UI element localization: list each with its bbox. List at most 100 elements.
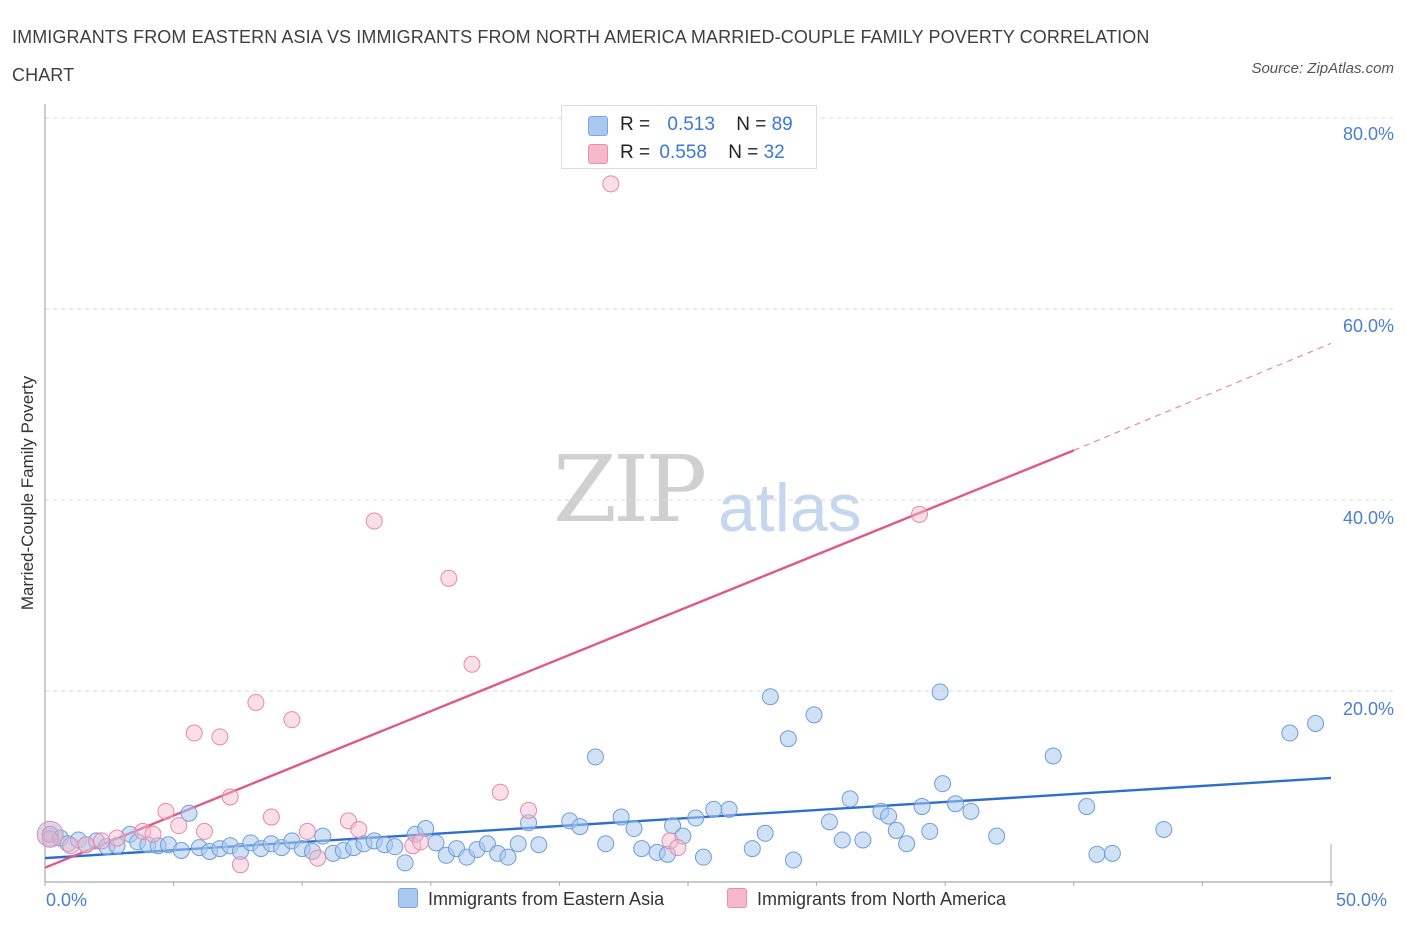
point-eastern-asia xyxy=(396,854,414,872)
watermark-zip: ZIP xyxy=(553,436,707,543)
point-eastern-asia xyxy=(633,840,651,858)
point-eastern-asia xyxy=(597,835,615,853)
point-north-america xyxy=(211,728,229,746)
chart-title: IMMIGRANTS FROM EASTERN ASIA VS IMMIGRAN… xyxy=(12,27,1150,85)
axes xyxy=(44,104,1333,886)
point-north-america xyxy=(231,856,249,874)
point-north-america xyxy=(440,569,458,587)
legend-n-label: N = xyxy=(736,114,767,135)
y-tick-40: 40.0% xyxy=(1342,508,1394,528)
point-eastern-asia xyxy=(988,827,1006,845)
point-eastern-asia xyxy=(880,807,898,825)
legend-n-value-eastern-asia: 89 xyxy=(771,114,793,135)
point-eastern-asia xyxy=(417,820,435,838)
point-eastern-asia xyxy=(172,841,190,859)
y-tick-20: 20.0% xyxy=(1342,699,1394,719)
point-eastern-asia xyxy=(586,748,604,766)
legend-swatch-north-america xyxy=(588,144,608,164)
x-tick-50: 50.0% xyxy=(1336,890,1388,910)
bottom-legend-swatch-north-america xyxy=(727,888,747,908)
point-eastern-asia xyxy=(841,790,859,808)
point-eastern-asia xyxy=(962,802,980,820)
point-eastern-asia xyxy=(386,838,404,856)
point-eastern-asia xyxy=(1155,820,1173,838)
point-north-america xyxy=(350,820,368,838)
point-eastern-asia xyxy=(934,775,952,793)
point-north-america xyxy=(283,711,301,729)
legend-n-value-north-america: 32 xyxy=(763,142,785,163)
point-north-america xyxy=(195,822,213,840)
point-eastern-asia xyxy=(687,809,705,827)
stats-legend: R = 0.513 N = 89 R = 0.558 N = 32 xyxy=(561,105,817,169)
point-eastern-asia xyxy=(833,831,851,849)
point-eastern-asia xyxy=(743,840,761,858)
point-eastern-asia xyxy=(705,800,723,818)
watermark-atlas: atlas xyxy=(718,470,862,546)
point-eastern-asia xyxy=(1078,798,1096,816)
point-north-america xyxy=(144,825,162,843)
point-north-america xyxy=(108,829,126,847)
point-eastern-asia xyxy=(520,814,538,832)
point-eastern-asia xyxy=(625,820,643,838)
point-north-america xyxy=(134,822,152,840)
point-eastern-asia xyxy=(314,827,332,845)
point-eastern-asia xyxy=(1281,724,1299,742)
point-eastern-asia xyxy=(946,795,964,813)
point-eastern-asia xyxy=(805,706,823,724)
point-north-america xyxy=(910,505,928,523)
point-north-america xyxy=(62,837,80,855)
point-north-america xyxy=(463,655,481,673)
point-eastern-asia xyxy=(1307,714,1325,732)
y-tick-80: 80.0% xyxy=(1342,124,1394,144)
point-north-america xyxy=(262,808,280,826)
point-north-america xyxy=(491,783,509,801)
point-eastern-asia xyxy=(427,834,445,852)
point-north-america xyxy=(365,512,383,530)
point-eastern-asia xyxy=(761,688,779,706)
point-north-america xyxy=(247,693,265,711)
point-north-america xyxy=(77,836,95,854)
point-eastern-asia xyxy=(779,730,797,748)
point-eastern-asia xyxy=(887,821,905,839)
point-eastern-asia xyxy=(784,851,802,869)
source-label: Source: ZipAtlas.com xyxy=(1251,60,1394,77)
point-north-america xyxy=(309,849,327,867)
point-eastern-asia xyxy=(694,848,712,866)
legend-r-label: R = xyxy=(620,142,651,163)
legend-r-value-north-america: 0.558 xyxy=(659,142,707,163)
legend-r-label: R = xyxy=(620,114,651,135)
data-points xyxy=(36,175,1325,874)
point-eastern-asia xyxy=(854,831,872,849)
point-eastern-asia xyxy=(180,804,198,822)
bottom-legend-label-eastern-asia: Immigrants from Eastern Asia xyxy=(428,889,665,909)
gridlines xyxy=(45,117,1396,692)
point-eastern-asia xyxy=(509,835,527,853)
point-north-america xyxy=(157,802,175,820)
point-eastern-asia xyxy=(571,818,589,836)
point-north-america xyxy=(93,832,111,850)
bottom-legend-label-north-america: Immigrants from North America xyxy=(757,889,1007,909)
point-eastern-asia xyxy=(913,798,931,816)
point-eastern-asia xyxy=(820,813,838,831)
point-north-america xyxy=(221,788,239,806)
point-north-america xyxy=(669,839,687,857)
point-north-america xyxy=(520,801,538,819)
point-eastern-asia xyxy=(658,845,676,863)
point-eastern-asia xyxy=(1044,747,1062,765)
y-tick-60: 60.0% xyxy=(1342,316,1394,336)
legend-r-value-eastern-asia: 0.513 xyxy=(667,114,715,135)
bottom-legend-eastern-asia: Immigrants from Eastern Asia xyxy=(398,888,664,910)
trend-line-north-america xyxy=(44,449,1075,869)
point-north-america xyxy=(298,822,316,840)
legend-n-label: N = xyxy=(728,142,759,163)
point-north-america xyxy=(170,817,188,835)
point-eastern-asia xyxy=(1088,845,1106,863)
point-eastern-asia xyxy=(1103,844,1121,862)
point-eastern-asia xyxy=(898,835,916,853)
point-eastern-asia xyxy=(756,824,774,842)
x-tick-0: 0.0% xyxy=(46,890,88,910)
trend-lines xyxy=(44,342,1332,869)
point-cluster-large xyxy=(36,820,64,848)
point-north-america xyxy=(185,724,203,742)
bottom-legend-swatch-eastern-asia xyxy=(398,888,418,908)
